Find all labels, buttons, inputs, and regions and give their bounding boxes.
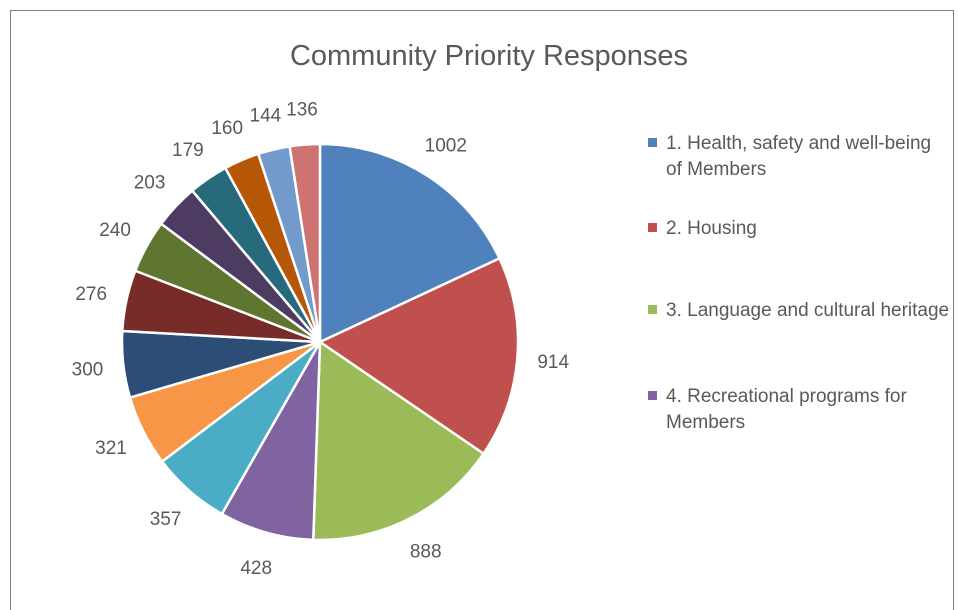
chart-title: Community Priority Responses bbox=[289, 40, 689, 72]
data-label-4: 428 bbox=[240, 558, 272, 579]
data-label-1: 1002 bbox=[425, 136, 467, 157]
legend-swatch-2 bbox=[648, 223, 657, 232]
data-label-3: 888 bbox=[410, 542, 442, 563]
legend-label-4: 4. Recreational programs for Members bbox=[666, 386, 907, 433]
pie-slice-3 bbox=[312, 340, 485, 542]
legend-label-2: 2. Housing bbox=[666, 218, 757, 239]
legend-swatch-1 bbox=[648, 138, 657, 147]
pie-slice-2 bbox=[318, 257, 520, 455]
pie-slice-14 bbox=[288, 142, 322, 344]
data-label-7: 300 bbox=[72, 360, 104, 381]
data-label-5: 357 bbox=[150, 509, 182, 530]
legend-label-1: 1. Health, safety and well-being of Memb… bbox=[666, 133, 932, 180]
legend-label-3: 3. Language and cultural heritage bbox=[666, 300, 950, 321]
data-label-12: 160 bbox=[211, 118, 243, 139]
legend-item-4: 4. Recreational programs for Members bbox=[648, 384, 951, 436]
pie-slice-4 bbox=[220, 340, 322, 542]
data-label-10: 203 bbox=[134, 173, 166, 194]
data-label-2: 914 bbox=[537, 352, 569, 373]
data-label-6: 321 bbox=[95, 438, 127, 459]
legend-swatch-3 bbox=[648, 305, 657, 314]
pie-slice-1 bbox=[318, 142, 501, 344]
data-label-8: 276 bbox=[75, 284, 107, 305]
data-label-9: 240 bbox=[99, 220, 131, 241]
legend-item-1: 1. Health, safety and well-being of Memb… bbox=[648, 131, 951, 183]
legend-item-3: 3. Language and cultural heritage bbox=[648, 298, 951, 324]
data-label-14: 136 bbox=[286, 100, 318, 121]
legend-item-2: 2. Housing bbox=[648, 216, 951, 242]
legend-swatch-4 bbox=[648, 391, 657, 400]
data-label-11: 179 bbox=[172, 140, 204, 161]
data-label-13: 144 bbox=[250, 106, 282, 127]
